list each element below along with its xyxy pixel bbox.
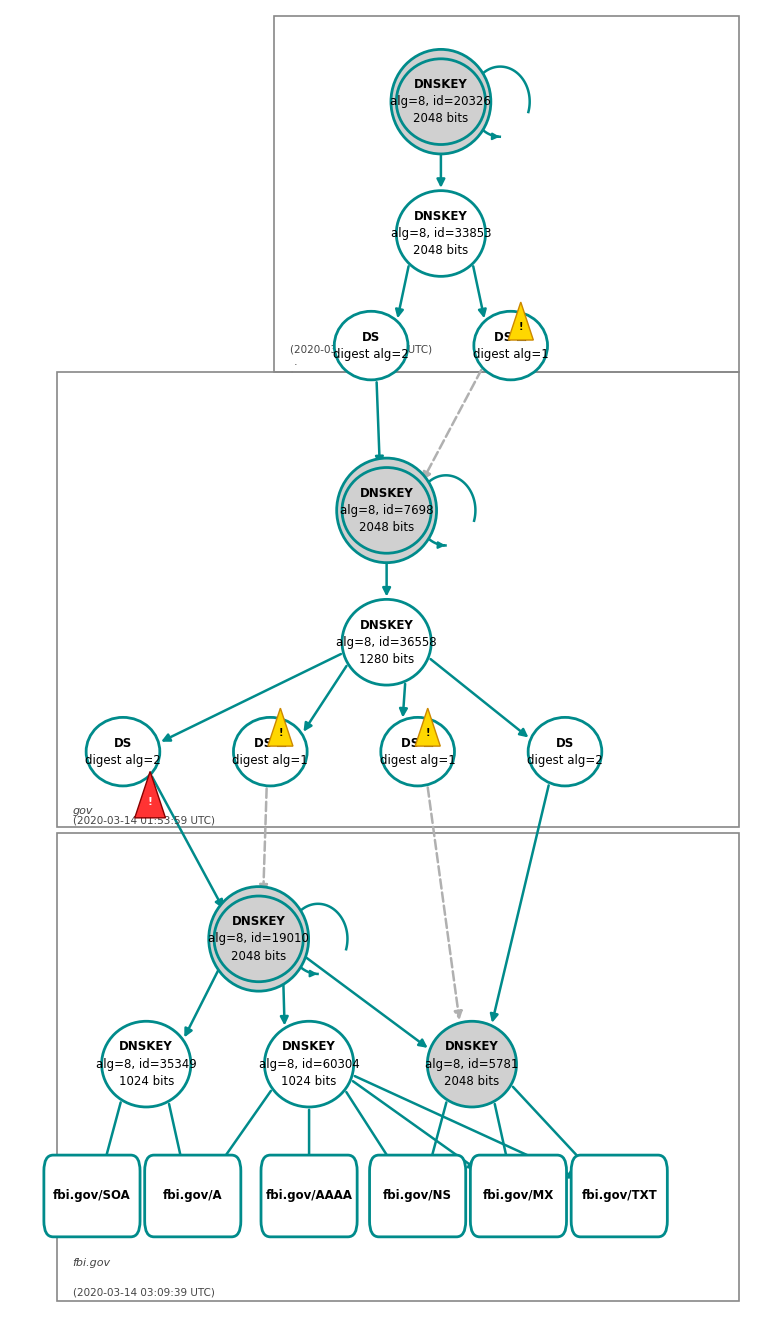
Text: DNSKEY: DNSKEY	[119, 1041, 173, 1054]
Text: !: !	[278, 728, 283, 737]
Text: DNSKEY: DNSKEY	[360, 618, 413, 632]
Text: (2020-03-13 23:21:45 UTC): (2020-03-13 23:21:45 UTC)	[290, 344, 432, 355]
FancyBboxPatch shape	[261, 1155, 357, 1237]
Text: fbi.gov/A: fbi.gov/A	[163, 1189, 223, 1202]
Text: 2048 bits: 2048 bits	[359, 522, 414, 534]
Ellipse shape	[102, 1021, 191, 1107]
Text: alg=8, id=35349: alg=8, id=35349	[96, 1058, 197, 1071]
Text: fbi.gov: fbi.gov	[73, 1259, 111, 1268]
Ellipse shape	[337, 458, 437, 563]
Polygon shape	[415, 708, 440, 747]
Text: 1024 bits: 1024 bits	[281, 1075, 337, 1088]
FancyBboxPatch shape	[369, 1155, 465, 1237]
Text: .: .	[294, 356, 298, 367]
Text: DS ⚠: DS ⚠	[401, 736, 434, 749]
Text: DNSKEY: DNSKEY	[414, 211, 468, 222]
Polygon shape	[508, 302, 533, 340]
Ellipse shape	[396, 191, 486, 277]
Text: 2048 bits: 2048 bits	[444, 1075, 500, 1088]
Ellipse shape	[342, 467, 431, 553]
Text: alg=8, id=20326: alg=8, id=20326	[390, 95, 491, 109]
Text: DNSKEY: DNSKEY	[360, 487, 413, 499]
Text: fbi.gov/NS: fbi.gov/NS	[383, 1189, 452, 1202]
Text: DNSKEY: DNSKEY	[232, 915, 286, 928]
FancyBboxPatch shape	[571, 1155, 667, 1237]
Text: .: .	[290, 361, 294, 376]
Ellipse shape	[342, 600, 431, 685]
Ellipse shape	[391, 49, 490, 154]
Text: 2048 bits: 2048 bits	[231, 949, 287, 963]
Text: digest alg=2: digest alg=2	[85, 753, 161, 767]
Text: DS: DS	[362, 331, 380, 343]
Ellipse shape	[334, 311, 408, 380]
Text: digest alg=2: digest alg=2	[527, 753, 603, 767]
FancyBboxPatch shape	[470, 1155, 566, 1237]
Polygon shape	[268, 708, 293, 747]
Text: !: !	[148, 797, 152, 806]
Text: digest alg=2: digest alg=2	[333, 348, 409, 360]
Text: fbi.gov/TXT: fbi.gov/TXT	[581, 1189, 657, 1202]
Ellipse shape	[209, 887, 308, 992]
Text: !: !	[519, 322, 523, 332]
Text: 2048 bits: 2048 bits	[413, 244, 469, 257]
Ellipse shape	[427, 1021, 516, 1107]
Ellipse shape	[381, 718, 455, 786]
Text: 1024 bits: 1024 bits	[119, 1075, 174, 1088]
Text: alg=8, id=60304: alg=8, id=60304	[259, 1058, 359, 1071]
Text: fbi.gov/AAAA: fbi.gov/AAAA	[266, 1189, 352, 1202]
Text: 2048 bits: 2048 bits	[413, 113, 469, 126]
Text: DNSKEY: DNSKEY	[414, 78, 468, 91]
Polygon shape	[135, 772, 166, 818]
Text: DNSKEY: DNSKEY	[445, 1041, 499, 1054]
FancyBboxPatch shape	[144, 1155, 241, 1237]
Text: (2020-03-14 01:53:59 UTC): (2020-03-14 01:53:59 UTC)	[73, 816, 215, 825]
Text: 1280 bits: 1280 bits	[359, 653, 414, 666]
Text: DNSKEY: DNSKEY	[282, 1041, 336, 1054]
Text: alg=8, id=19010: alg=8, id=19010	[209, 932, 309, 945]
Ellipse shape	[396, 58, 486, 144]
Ellipse shape	[474, 311, 547, 380]
Text: DS ⚠: DS ⚠	[494, 331, 527, 343]
Text: digest alg=1: digest alg=1	[233, 753, 308, 767]
Ellipse shape	[265, 1021, 354, 1107]
Text: !: !	[426, 728, 430, 737]
Text: digest alg=1: digest alg=1	[380, 753, 455, 767]
Text: DS ⚠: DS ⚠	[254, 736, 287, 749]
FancyBboxPatch shape	[44, 1155, 140, 1237]
Text: alg=8, id=7698: alg=8, id=7698	[340, 504, 433, 516]
Text: fbi.gov/MX: fbi.gov/MX	[483, 1189, 554, 1202]
Text: digest alg=1: digest alg=1	[473, 348, 548, 360]
Ellipse shape	[234, 718, 307, 786]
Text: alg=8, id=33853: alg=8, id=33853	[390, 226, 491, 240]
Text: alg=8, id=36558: alg=8, id=36558	[337, 636, 437, 649]
Ellipse shape	[86, 718, 160, 786]
Ellipse shape	[528, 718, 602, 786]
Ellipse shape	[214, 896, 303, 981]
Text: DS: DS	[556, 736, 574, 749]
Text: DS: DS	[114, 736, 132, 749]
Text: gov: gov	[73, 806, 93, 817]
Text: alg=8, id=5781: alg=8, id=5781	[425, 1058, 519, 1071]
Text: fbi.gov/SOA: fbi.gov/SOA	[53, 1189, 131, 1202]
Text: (2020-03-14 03:09:39 UTC): (2020-03-14 03:09:39 UTC)	[73, 1287, 215, 1298]
